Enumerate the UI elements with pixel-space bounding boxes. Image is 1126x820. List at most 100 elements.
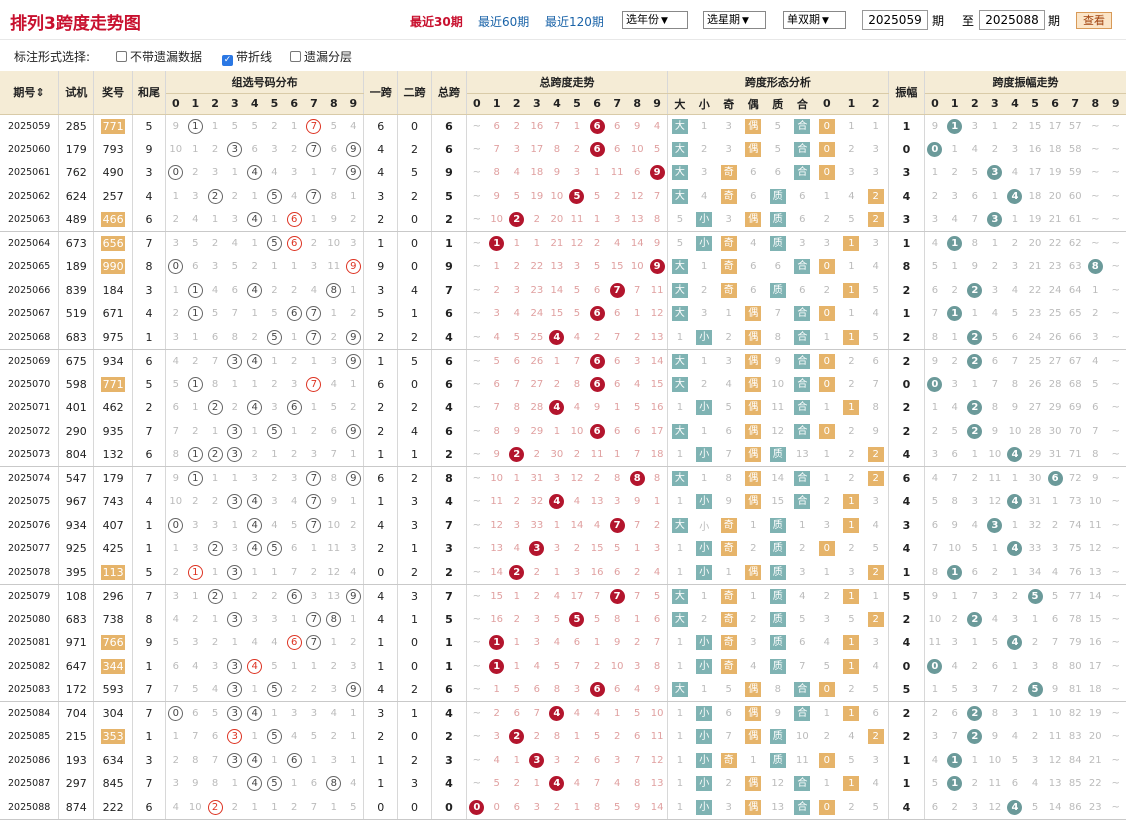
form-header: 合 [790, 93, 815, 115]
total-trend-cell: 4 [573, 496, 581, 508]
option-with-line[interactable]: ✓ 带折线 [222, 48, 272, 66]
query-button[interactable]: 查看 [1076, 12, 1112, 29]
amplitude-cell: 2 [888, 278, 926, 302]
amplitude-trend-cell: 8 [1011, 378, 1019, 390]
link-recent-30[interactable]: 最近30期 [410, 15, 463, 29]
form-mod3-cell: 4 [863, 772, 889, 796]
group-digit-cell: 1 [231, 590, 239, 602]
form-small-cell: 小 [692, 232, 717, 256]
amplitude-trend-cell: 3 [1011, 708, 1019, 719]
group-digit-cell: 8 [192, 754, 199, 766]
group-digit-cell: 1 [251, 190, 258, 202]
amplitude-trend-cell: 7 [1092, 425, 1099, 437]
span1-cell: 1 [363, 748, 399, 772]
link-recent-60[interactable]: 最近60期 [478, 15, 530, 29]
link-recent-120[interactable]: 最近120期 [545, 15, 604, 29]
amplitude-trend-cell: 7 [971, 590, 978, 602]
total-trend-cell: ~ [472, 778, 482, 790]
trend-table: 期号⇕ 试机 奖号 和尾 组选号码分布 一跨 二跨 总跨 总跨度走势 跨度形态分析 振幅 跨度振幅走势… [0, 71, 1126, 820]
sim-cell: 967 [58, 490, 95, 514]
amplitude-trend-cell: 3 [1011, 143, 1019, 155]
sim-cell: 804 [58, 443, 95, 467]
group-digit-cell: 1 [244, 795, 265, 820]
option-no-missing[interactable]: 不带遗漏数据 [116, 48, 202, 65]
form-big-cell: 1 [676, 708, 684, 719]
group-digit-cell: 1 [185, 560, 206, 585]
amplitude-trend-cell: 2 [931, 190, 939, 202]
table-row: 2025084 704 304 7 0 6 5 3 4 1 3 3 4 1 3 1 4 ~2 6 7 4 4 4 1 5 10 1 小… [0, 701, 1126, 726]
form-even-cell: 偶 [741, 560, 766, 585]
amplitude-trend-cell: 17 [1048, 120, 1062, 132]
period-cell: 2025086 [0, 748, 60, 772]
form-mod3-cell: 2 [848, 355, 855, 367]
group-digit-cell: 2 [284, 795, 305, 820]
group-digit-cell: 2 [343, 208, 365, 232]
checkbox-icon[interactable] [116, 51, 127, 62]
total-trend-cell: 9 [486, 443, 507, 467]
prize-cell: 353 [93, 725, 133, 749]
to-period-input[interactable]: 2025088 [979, 10, 1045, 30]
tail-cell: 6 [132, 443, 167, 467]
amplitude-trend-cell: 3 [931, 731, 939, 743]
form-mod3-cell: 4 [863, 255, 889, 279]
total-trend-cell: 5 [573, 284, 581, 296]
table-row: 2025073 804 132 6 8 1 2 3 2 1 2 3 7 1 1 1 2 ~9 2 2 30 2 11 1 7 18… [0, 443, 1126, 467]
group-digit-cell: 2 [192, 613, 199, 625]
group-digit-cell: 7 [165, 678, 186, 702]
select-year[interactable]: 选年份 ▼ [622, 11, 688, 29]
group-digit-cell: 8 [211, 378, 219, 390]
form-composite-cell: 10 [795, 731, 809, 743]
group-digit-cell: 1 [291, 425, 298, 437]
to-label: 至 [962, 14, 975, 28]
select-weekday[interactable]: 选星期 ▼ [703, 11, 766, 29]
sim-cell: 108 [58, 584, 95, 608]
group-digit-cell: 1 [205, 208, 225, 232]
option-layered[interactable]: 遗漏分层 [290, 48, 352, 65]
select-parity[interactable]: 单双期 ▼ [783, 11, 846, 29]
total-trend-cell: 20 [546, 208, 567, 232]
group-digit-cell: 9 [330, 496, 337, 508]
group-digit-cell: 2 [310, 238, 318, 249]
group-digit-cell: 3 [211, 660, 219, 672]
total-trend-cell: ~ [472, 496, 482, 508]
amplitude-trend-cell: 62 [1068, 238, 1082, 249]
amplitude-trend-cell: 5 [1025, 795, 1046, 820]
group-digit-cell: 5 [211, 308, 219, 320]
col-period-sortable[interactable]: 期号⇕ [0, 71, 60, 115]
form-composite-cell: 合 [790, 255, 815, 279]
form-mod3-cell: 1 [839, 702, 864, 726]
amplitude-trend-cell: 3 [924, 443, 945, 467]
table-row: 2025065 189 990 8 0 6 3 5 2 1 1 3 11 9 9 0 9 ~1 2 22 13 3 5 15 1… [0, 255, 1126, 279]
total-trend-cell: 3 [513, 284, 520, 296]
amplitude-trend-cell: ~ [1105, 678, 1126, 702]
checkbox-checked-icon[interactable]: ✓ [222, 55, 233, 66]
total-trend-cell: ~ [472, 308, 482, 320]
amplitude-trend-cell: 1 [945, 749, 965, 773]
checkbox-icon[interactable] [290, 51, 301, 62]
prize-cell: 184 [93, 278, 133, 302]
amplitude-trend-cell: 3 [971, 120, 978, 132]
amplitude-trend-cell: 5 [944, 678, 965, 702]
form-odd-cell: 3 [716, 208, 741, 232]
total-trend-cell: 1 [487, 655, 507, 679]
tail-cell: 4 [132, 490, 167, 514]
group-digit-cell: 1 [192, 402, 199, 414]
form-prime-cell: 质 [766, 749, 791, 773]
group-digit-cell: 3 [172, 778, 179, 790]
from-period-input[interactable]: 2025059 [862, 10, 928, 30]
table-row: 2025078 395 113 5 2 1 1 3 1 1 7 2 12 4 0 2 2 ~14 2 2 1 3 16 6 2 4… [0, 560, 1126, 585]
total-trend-cell: 2 [546, 795, 567, 820]
amplitude-trend-cell: ~ [1105, 560, 1126, 585]
total-trend-cell: 1 [647, 490, 668, 514]
form-composite-cell: 合 [790, 302, 815, 326]
form-mod3-cell: 5 [848, 754, 855, 766]
group-digit-cell: 3 [323, 678, 344, 702]
amplitude-trend-cell: 64 [1068, 284, 1082, 296]
group-digit-cell: 8 [324, 772, 344, 796]
total-span-cell: 1 [431, 231, 468, 255]
form-mod3-cell: 1 [848, 120, 855, 132]
amplitude-trend-cell: 24 [1025, 325, 1046, 350]
amplitude-trend-cell: 82 [1068, 708, 1082, 719]
total-trend-cell: 15 [490, 590, 504, 602]
digit-header: 7 [1065, 93, 1086, 115]
